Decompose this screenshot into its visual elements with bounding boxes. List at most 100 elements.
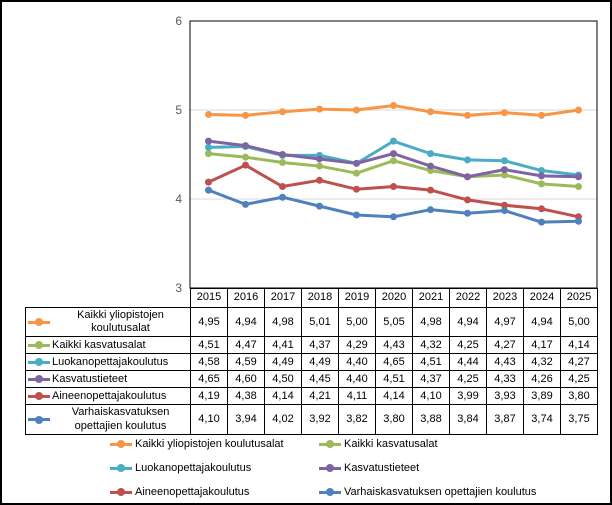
- legend-label: Luokanopettajakoulutus: [135, 462, 252, 474]
- legend-row: Aineenopettajakoulutus Varhaiskasvatuksen…: [2, 480, 610, 503]
- data-point: [501, 171, 508, 179]
- value-cell: 4,26: [523, 370, 561, 389]
- legend-item: Kasvatustieteet: [319, 462, 419, 474]
- year-header: 2023: [486, 288, 524, 308]
- year-header: 2021: [412, 288, 450, 308]
- value-cell: 3,80: [375, 404, 413, 435]
- data-point: [575, 106, 582, 114]
- data-point: [501, 166, 508, 174]
- data-point: [390, 102, 397, 110]
- data-point: [390, 137, 397, 145]
- series-marker-icon: [35, 358, 43, 367]
- value-cell: 4,41: [264, 336, 302, 355]
- legend-label: Varhaiskasvatuksen opettajien koulutus: [344, 486, 537, 498]
- data-point: [427, 186, 434, 194]
- series-key-icon: [28, 358, 50, 367]
- value-cell: 4,37: [301, 336, 339, 355]
- value-cell: 4,32: [412, 336, 450, 355]
- value-cell: 4,60: [227, 370, 265, 389]
- data-point: [279, 183, 286, 191]
- data-point: [205, 143, 212, 151]
- value-cell: 4,11: [338, 387, 376, 406]
- data-point: [205, 186, 212, 194]
- data-point: [464, 196, 471, 204]
- data-point: [427, 150, 434, 158]
- data-point: [205, 137, 212, 145]
- value-cell: 4,43: [486, 353, 524, 372]
- value-cell: 4,10: [412, 387, 450, 406]
- value-cell: 4,14: [375, 387, 413, 406]
- value-cell: 4,65: [190, 370, 228, 389]
- series-marker-icon: [326, 440, 334, 448]
- value-cell: 4,32: [523, 353, 561, 372]
- data-point: [353, 159, 360, 167]
- data-point: [279, 151, 286, 158]
- value-cell: 5,05: [375, 306, 413, 338]
- data-point: [316, 176, 323, 184]
- data-point: [353, 211, 360, 219]
- y-axis-tick-label: 6: [175, 14, 182, 28]
- data-point: [501, 109, 508, 117]
- series-marker-icon: [117, 488, 125, 496]
- data-point: [427, 162, 434, 170]
- value-cell: 3,93: [486, 387, 524, 406]
- legend-row: Luokanopettajakoulutus Kasvatustieteet: [2, 456, 610, 480]
- data-point: [390, 157, 397, 165]
- table-header-row: 2015 2016 2017 2018 2019 2020 2021 2022 2023 2024…: [26, 288, 598, 308]
- data-point: [501, 207, 508, 215]
- value-cell: 4,27: [560, 353, 598, 372]
- value-cell: 3,84: [449, 404, 487, 435]
- data-point: [242, 111, 249, 119]
- series-marker-icon: [326, 488, 334, 496]
- series-2-line: [205, 150, 582, 191]
- series-key-icon: [28, 415, 50, 424]
- value-cell: 4,50: [264, 370, 302, 389]
- year-header: 2025: [560, 288, 598, 308]
- data-point: [464, 173, 471, 181]
- series-marker-icon: [35, 375, 43, 384]
- value-cell: 4,97: [486, 306, 524, 338]
- series-key-icon: [319, 440, 341, 448]
- value-cell: 4,94: [449, 306, 487, 338]
- data-point: [242, 153, 249, 161]
- data-point: [353, 185, 360, 193]
- series-marker-icon: [35, 415, 43, 424]
- value-cell: 4,14: [264, 387, 302, 406]
- legend-item: Luokanopettajakoulutus: [110, 462, 319, 474]
- year-header: 2015: [190, 288, 228, 308]
- table-row: Kasvatustieteet 4,65 4,60 4,50 4,45 4,40 4,51 4…: [25, 370, 598, 389]
- data-point: [538, 172, 545, 180]
- value-cell: 4,37: [412, 370, 450, 389]
- value-cell: 4,94: [227, 306, 265, 338]
- value-cell: 4,27: [486, 336, 524, 355]
- value-cell: 4,47: [227, 336, 265, 355]
- series-label-cell: Varhaiskasvatuksen opettajien koulutus: [25, 404, 191, 435]
- data-point: [279, 159, 286, 167]
- value-cell: 4,29: [338, 336, 376, 355]
- legend-item: Aineenopettajakoulutus: [110, 486, 319, 498]
- table-row: Aineenopettajakoulutus 4,19 4,38 4,14 4,21 4,…: [25, 387, 598, 406]
- data-point: [464, 156, 471, 164]
- value-cell: 4,51: [190, 336, 228, 355]
- table-row: Varhaiskasvatuksen opettajien koulutus 4,…: [25, 404, 598, 435]
- table-row: Kaikki yliopistojen koulutusalat 4,95 4,94…: [25, 306, 598, 338]
- y-axis-tick-label: 5: [175, 103, 182, 117]
- value-cell: 3,75: [560, 404, 598, 435]
- series-name: Kaikki kasvatusalat: [52, 338, 146, 351]
- data-point: [316, 162, 323, 170]
- value-cell: 4,25: [449, 336, 487, 355]
- series-name: Aineenopettajakoulutus: [52, 389, 167, 402]
- y-axis-tick-label: 3: [175, 281, 182, 294]
- legend-item: Kaikki yliopistojen koulutusalat: [110, 438, 319, 450]
- series-marker-icon: [35, 392, 43, 401]
- value-cell: 4,51: [375, 370, 413, 389]
- series-key-icon: [28, 392, 50, 401]
- value-cell: 4,59: [227, 353, 265, 372]
- series-marker-icon: [35, 341, 43, 350]
- series-marker-icon: [117, 464, 125, 472]
- table-corner-cell: [26, 289, 191, 308]
- value-cell: 3,89: [523, 387, 561, 406]
- data-point: [538, 111, 545, 119]
- series-5-line: [205, 161, 582, 221]
- value-cell: 4,25: [449, 370, 487, 389]
